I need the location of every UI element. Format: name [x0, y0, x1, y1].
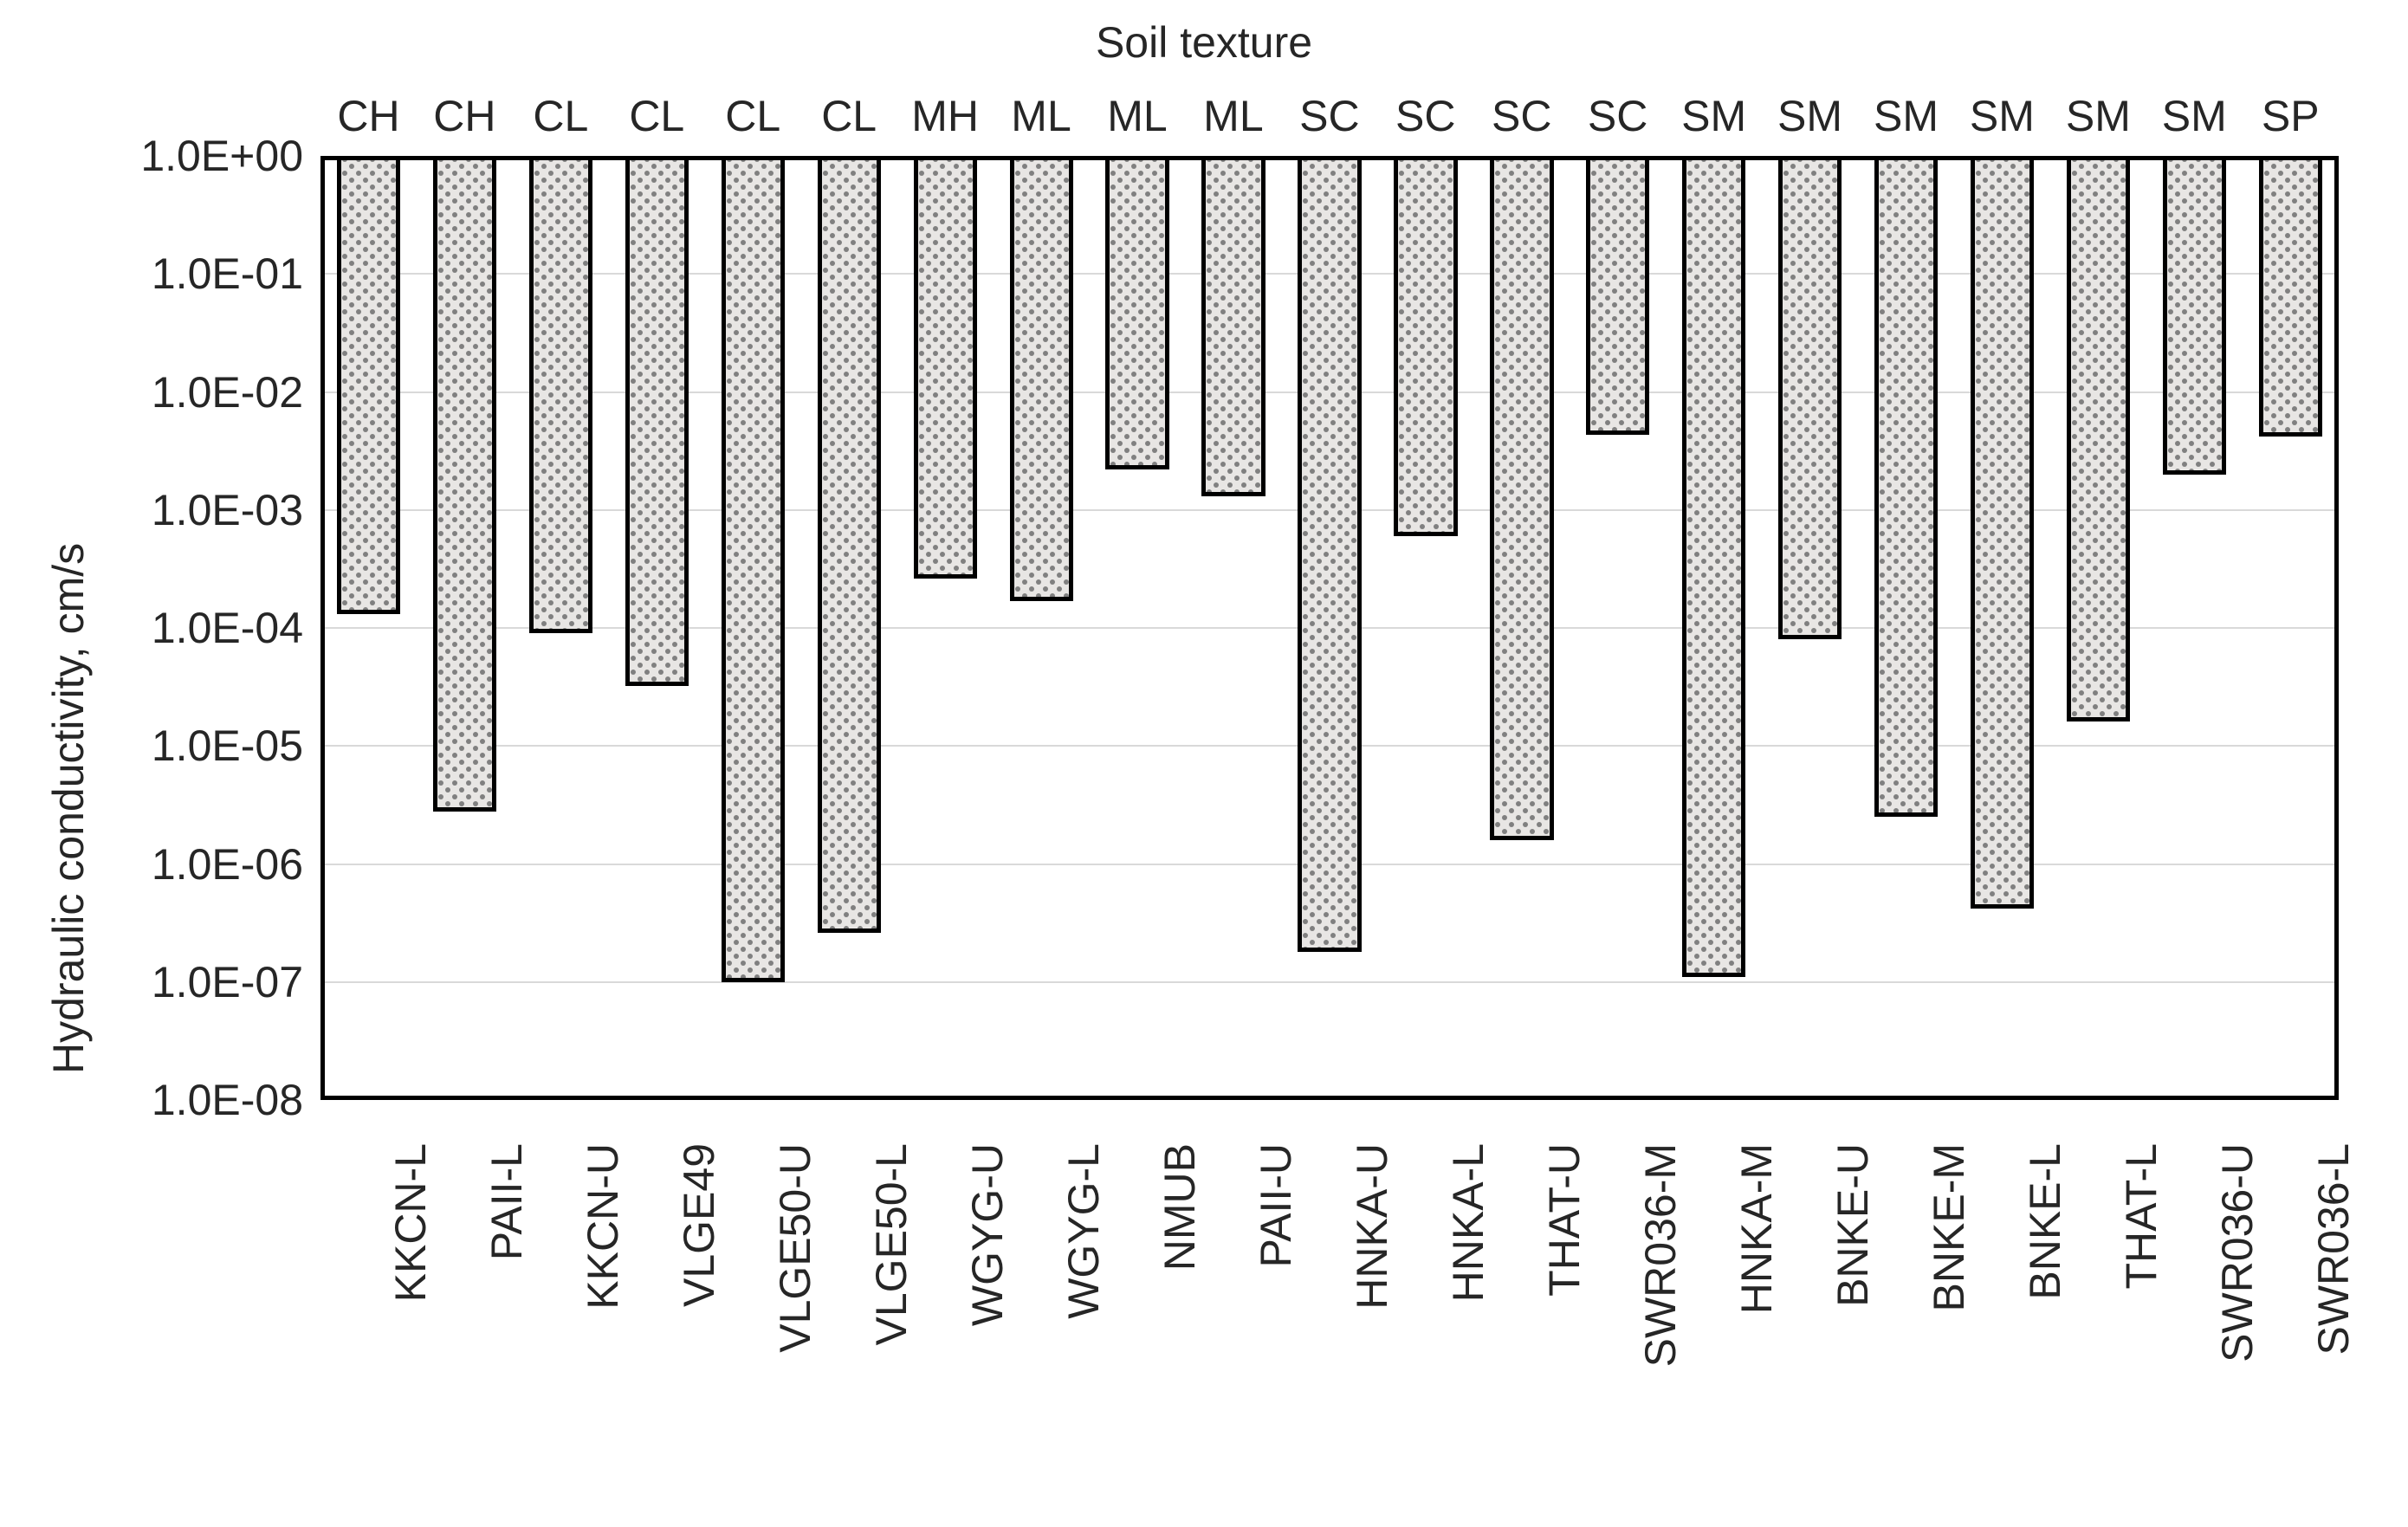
top-category-label: SC: [1570, 91, 1666, 141]
x-axis-label: NMUB: [1155, 1143, 1205, 1271]
bar: [1682, 156, 1745, 977]
top-category-label: SC: [1473, 91, 1570, 141]
top-category-label: ML: [1090, 91, 1186, 141]
top-category-label: SM: [1858, 91, 1954, 141]
top-category-label: SM: [1666, 91, 1762, 141]
top-category-label: SM: [1762, 91, 1858, 141]
bar: [1394, 156, 1457, 536]
chart-title: Soil texture: [0, 17, 2408, 68]
chart-container: Soil texture Hydraulic conductivity, cm/…: [0, 0, 2408, 1527]
y-tick-label: 1.0E-08: [152, 1075, 320, 1125]
plot-area: 1.0E+001.0E-011.0E-021.0E-031.0E-041.0E-…: [320, 156, 2339, 1100]
bar: [914, 156, 977, 579]
x-axis-label: THAT-L: [2116, 1143, 2166, 1290]
x-axis-label: KKCN-L: [385, 1143, 436, 1302]
bar: [337, 156, 400, 614]
top-category-label: MH: [897, 91, 994, 141]
y-tick-label: 1.0E-04: [152, 603, 320, 653]
y-tick-label: 1.0E-07: [152, 957, 320, 1007]
x-axis-label: WGYG-U: [962, 1143, 1013, 1326]
bar: [1778, 156, 1842, 639]
bar: [625, 156, 689, 686]
bar: [2259, 156, 2322, 437]
bar: [2067, 156, 2130, 721]
bar: [2163, 156, 2226, 475]
top-category-label: CH: [320, 91, 417, 141]
x-axis-label: SWR036-L: [2308, 1143, 2359, 1356]
x-axis-label: HNKA-L: [1443, 1143, 1493, 1302]
x-axis-label: HNKA-U: [1347, 1143, 1397, 1310]
x-axis-label: BNKE-U: [1828, 1143, 1878, 1307]
x-axis-label: BNKE-M: [1924, 1143, 1974, 1311]
top-category-label: SM: [2050, 91, 2146, 141]
bar: [1490, 156, 1553, 840]
top-category-label: CL: [801, 91, 897, 141]
bar: [722, 156, 785, 982]
top-category-label: CL: [609, 91, 705, 141]
top-category-label: ML: [994, 91, 1090, 141]
x-axis-label: THAT-U: [1539, 1143, 1589, 1297]
x-axis-label: WGYG-L: [1058, 1143, 1109, 1319]
bar: [1298, 156, 1361, 952]
bar: [1971, 156, 2034, 909]
y-tick-label: 1.0E-05: [152, 721, 320, 771]
x-axis-label: VLGE49: [674, 1143, 724, 1307]
bar: [1874, 156, 1938, 817]
top-category-labels: CHCHCLCLCLCLMHMLMLMLSCSCSCSCSMSMSMSMSMSM…: [320, 91, 2339, 141]
top-category-label: SP: [2243, 91, 2339, 141]
x-axis-label: KKCN-U: [578, 1143, 628, 1310]
y-tick-label: 1.0E-03: [152, 485, 320, 535]
bar: [818, 156, 881, 933]
x-axis-label: SWR036-U: [2212, 1143, 2262, 1362]
x-axis-label: BNKE-L: [2020, 1143, 2070, 1300]
top-category-label: SC: [1281, 91, 1377, 141]
x-axis-label: VLGE50-L: [866, 1143, 916, 1345]
x-axis-label: SWR036-M: [1635, 1143, 1686, 1367]
top-category-label: SM: [2146, 91, 2243, 141]
top-category-label: SC: [1377, 91, 1473, 141]
x-axis-label: PAII-L: [482, 1143, 532, 1260]
bar: [1586, 156, 1649, 435]
x-axis-label: PAII-U: [1251, 1143, 1301, 1268]
plot-inner: [320, 156, 2339, 1100]
bar: [1010, 156, 1073, 601]
top-category-label: ML: [1185, 91, 1281, 141]
top-category-label: CH: [417, 91, 513, 141]
x-axis-label: VLGE50-U: [770, 1143, 820, 1353]
bar: [529, 156, 592, 633]
y-tick-label: 1.0E-01: [152, 249, 320, 299]
bar: [1105, 156, 1168, 469]
bar: [433, 156, 496, 812]
y-tick-label: 1.0E-06: [152, 839, 320, 890]
x-axis-label: HNKA-M: [1732, 1143, 1782, 1314]
y-tick-label: 1.0E-02: [152, 367, 320, 417]
y-tick-label: 1.0E+00: [140, 131, 320, 181]
top-category-label: CL: [705, 91, 801, 141]
y-axis-title: Hydraulic conductivity, cm/s: [43, 543, 94, 1074]
bar-series: [320, 156, 2339, 1100]
bar: [1201, 156, 1265, 496]
top-category-label: CL: [513, 91, 609, 141]
top-category-label: SM: [1954, 91, 2050, 141]
